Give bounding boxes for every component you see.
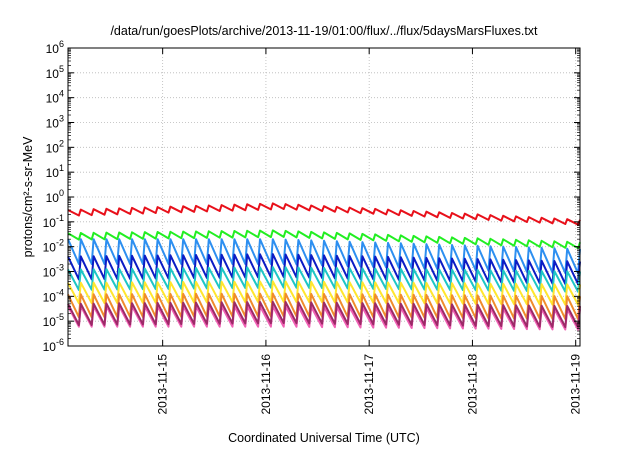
y-tick-label: 105 xyxy=(46,64,64,81)
series-line xyxy=(67,266,581,293)
y-tick-label: 10-5 xyxy=(43,312,64,329)
y-tick-label: 10-4 xyxy=(43,287,64,304)
series-line xyxy=(67,280,581,306)
y-tick-label: 104 xyxy=(46,89,64,106)
y-tick-label: 103 xyxy=(46,114,64,131)
series-line xyxy=(67,238,581,275)
y-tick-label: 106 xyxy=(46,39,64,56)
y-tick-label: 10-6 xyxy=(43,337,64,354)
x-axis: 2013-11-15 2013-11-16 2013-11-17 2013-11-18… xyxy=(156,48,583,415)
x-tick-label: 2013-11-18 xyxy=(465,354,479,415)
x-tick-label: 2013-11-19 xyxy=(569,354,583,415)
x-axis-label: Coordinated Universal Time (UTC) xyxy=(228,431,420,445)
series-layer xyxy=(67,202,581,331)
y-tick-label: 101 xyxy=(46,163,64,180)
x-tick-label: 2013-11-16 xyxy=(259,354,273,415)
series-line xyxy=(67,202,581,226)
y-axis: 10-6 10-5 10-4 10-3 10-2 10-1 100 101 102 103 104 1… xyxy=(43,39,580,354)
y-tick-label: 10-3 xyxy=(43,263,64,280)
y-tick-label: 102 xyxy=(46,138,64,155)
series-line xyxy=(67,253,581,286)
chart-title: /data/run/goesPlots/archive/2013-11-19/0… xyxy=(110,24,538,38)
y-tick-label: 100 xyxy=(46,188,64,205)
series-line xyxy=(67,300,581,329)
y-axis-label: protons/cm²-s-sr-MeV xyxy=(21,136,35,258)
y-tick-label: 10-2 xyxy=(43,238,64,255)
y-tick-label: 10-1 xyxy=(43,213,64,230)
x-tick-label: 2013-11-17 xyxy=(362,354,376,415)
series-line xyxy=(67,229,581,250)
x-tick-label: 2013-11-15 xyxy=(156,354,170,415)
